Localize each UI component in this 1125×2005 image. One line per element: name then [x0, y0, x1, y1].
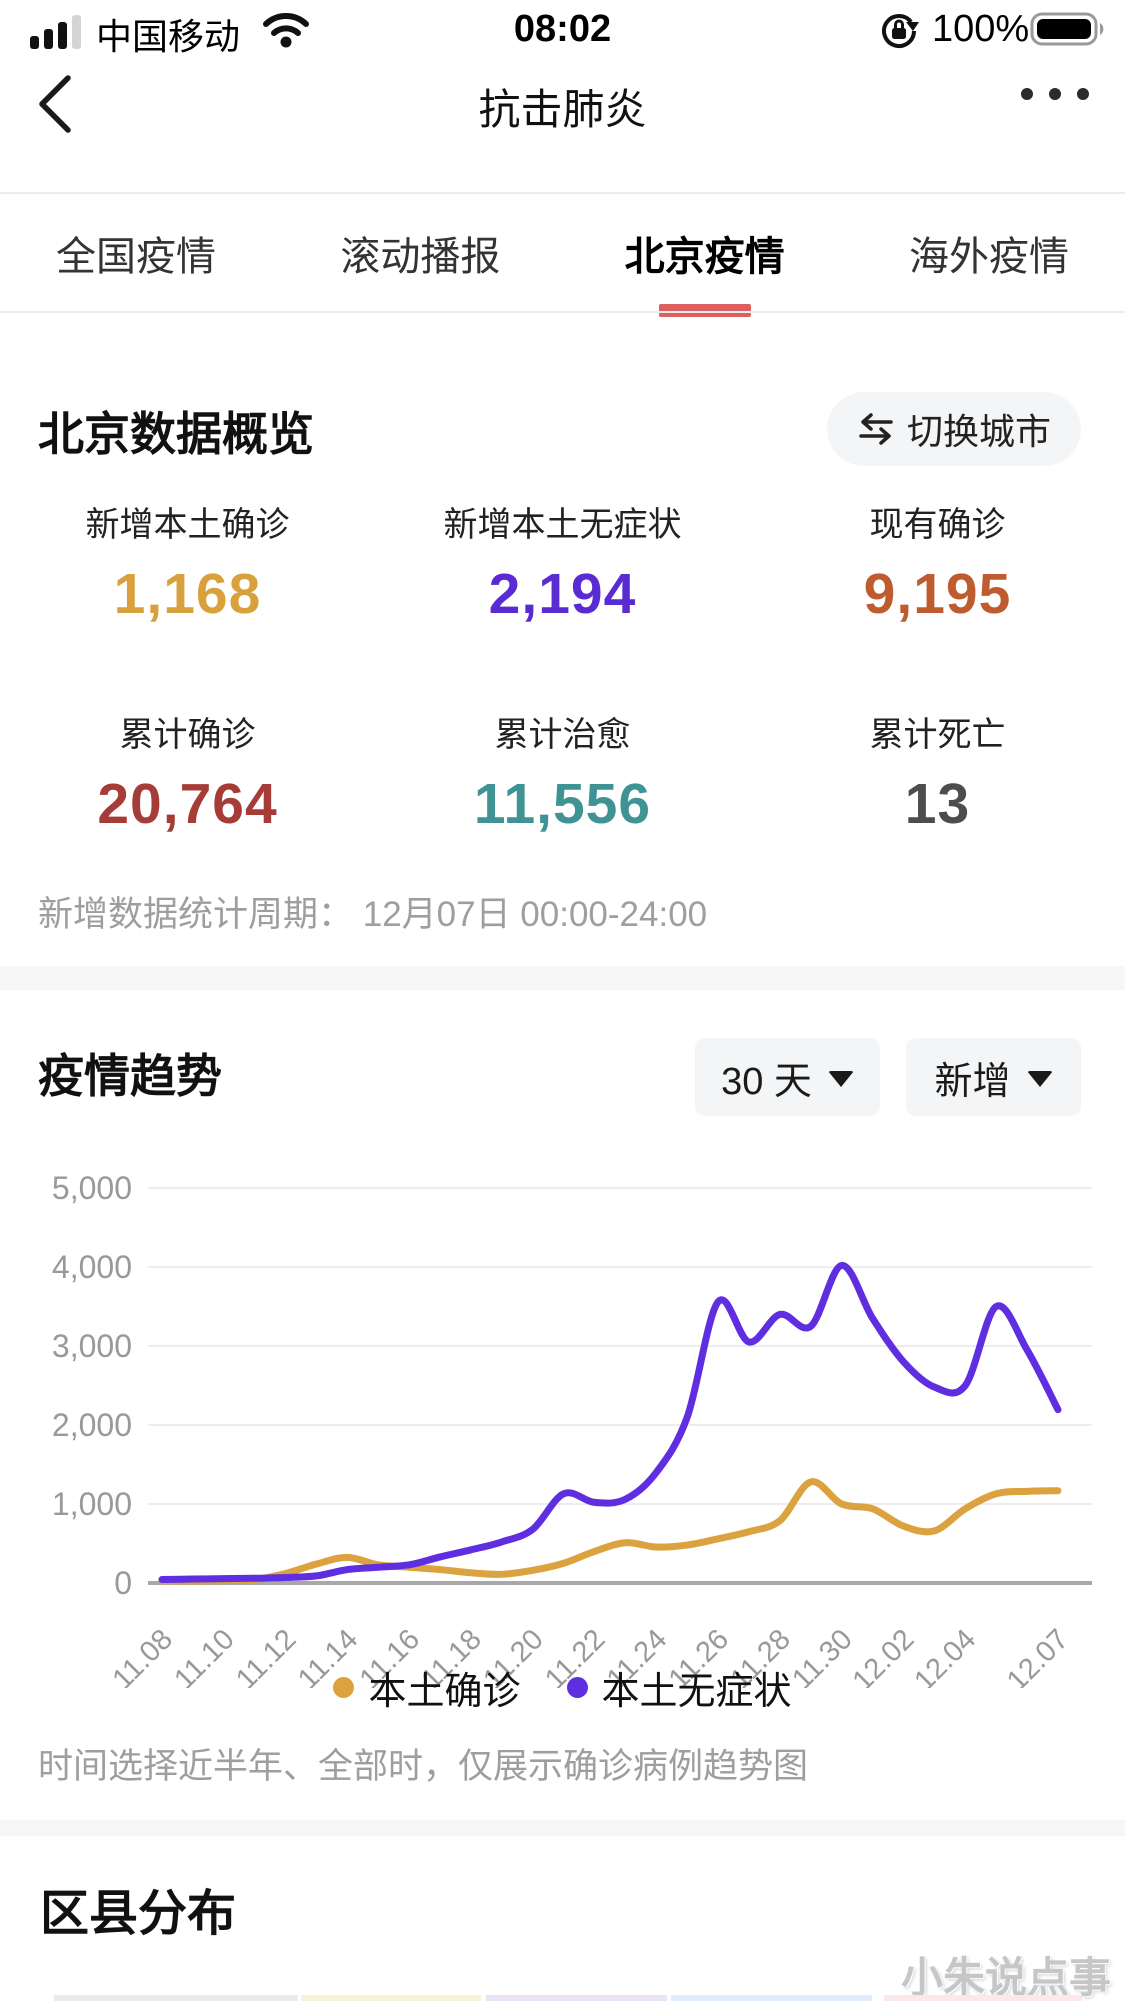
district-table-strip: [486, 1995, 667, 2001]
svg-text:5,000: 5,000: [52, 1170, 132, 1206]
stat-value: 9,195: [863, 562, 1012, 626]
trend-chart: 0 1,000 2,000 3,000 4,000 5,000 11.08 11.10 11.1…: [0, 1128, 1125, 1688]
trend-section-title: 疫情趋势: [38, 1050, 222, 1102]
stat-value: 1,168: [113, 562, 262, 626]
tab-beijing[interactable]: 北京疫情: [625, 196, 785, 310]
svg-text:1,000: 1,000: [52, 1486, 132, 1522]
stat-value: 2,194: [488, 562, 637, 626]
stat-value: 20,764: [97, 772, 278, 836]
divider: [0, 192, 1125, 194]
legend-dot-asymptomatic: [566, 1677, 588, 1698]
stat-label: 新增本土无症状: [443, 506, 682, 544]
legend-item-confirmed[interactable]: 本土确诊: [333, 1660, 521, 1715]
tab-national[interactable]: 全国疫情: [56, 235, 216, 279]
more-menu-button[interactable]: [1021, 88, 1089, 100]
tab-overseas[interactable]: 海外疫情: [908, 235, 1069, 279]
switch-city-button[interactable]: 切换城市: [826, 392, 1081, 466]
switch-city-label: 切换城市: [906, 411, 1051, 452]
stat-total-confirmed: 累计确诊 20,764: [0, 713, 375, 837]
section-divider: [0, 1820, 1125, 1836]
stat-total-cured: 累计治愈 11,556: [375, 713, 750, 837]
district-table-strip: [301, 1995, 481, 2001]
svg-text:0: 0: [114, 1565, 132, 1601]
signal-strength-icon: [30, 15, 81, 49]
nav-bar: 抗击肺炎: [0, 58, 1125, 150]
watermark: 小朱说点事: [900, 1954, 1111, 2001]
swap-arrows-icon: [859, 413, 893, 445]
district-table-strip: [54, 1995, 298, 2001]
svg-text:4,000: 4,000: [52, 1249, 132, 1285]
section-divider: [0, 966, 1125, 990]
stats-row-cumulative: 累计确诊 20,764 累计治愈 11,556 累计死亡 13: [0, 713, 1125, 837]
rotation-lock-icon: [882, 14, 919, 48]
stat-value: 11,556: [473, 772, 652, 836]
overview-section-title: 北京数据概览: [38, 408, 314, 460]
carrier-label: 中国移动: [96, 16, 241, 57]
stat-current-confirmed: 现有确诊 9,195: [750, 503, 1125, 627]
stat-new-local-asymptomatic: 新增本土无症状 2,194: [375, 503, 750, 627]
legend-item-asymptomatic[interactable]: 本土无症状: [566, 1660, 792, 1715]
trend-note: 时间选择近半年、全部时，仅展示确诊病例趋势图: [38, 1747, 809, 1786]
stat-label: 累计死亡: [869, 716, 1006, 754]
page-title: 抗击肺炎: [478, 86, 647, 133]
wifi-icon: [263, 13, 309, 48]
legend-label-asymptomatic: 本土无症状: [601, 1671, 792, 1713]
chart-legend: 本土确诊 本土无症状: [0, 1660, 1125, 1715]
stat-total-deaths: 累计死亡 13: [750, 713, 1125, 837]
stat-label: 累计确诊: [119, 716, 256, 754]
period-note: 新增数据统计周期： 12月07日 00:00-24:00: [38, 895, 708, 934]
district-table-strip: [884, 1995, 1082, 2001]
chevron-down-icon: [827, 1071, 854, 1087]
chevron-down-icon: [1026, 1071, 1053, 1087]
battery-percent-label: 100%: [932, 8, 1030, 50]
trend-chart-svg: 01,0002,0003,0004,0005,00011.0811.1011.1…: [52, 1170, 1092, 1688]
tab-bar: 全国疫情 滚动播报 北京疫情 海外疫情: [0, 196, 1125, 310]
status-time: 08:02: [513, 8, 612, 50]
stats-row-new: 新增本土确诊 1,168 新增本土无症状 2,194 现有确诊 9,195: [0, 503, 1125, 627]
battery-icon: [1030, 12, 1104, 46]
divider: [0, 311, 1125, 313]
tab-live-feed[interactable]: 滚动播报: [340, 235, 501, 279]
range-dropdown[interactable]: 30 天: [695, 1038, 880, 1116]
metric-dropdown-value: 新增: [934, 1060, 1011, 1103]
district-section-title: 区县分布: [40, 1887, 237, 1941]
range-dropdown-value: 30 天: [721, 1060, 812, 1103]
stat-label: 累计治愈: [494, 716, 631, 754]
stat-label: 新增本土确诊: [85, 506, 290, 544]
legend-dot-confirmed: [333, 1677, 355, 1698]
svg-text:2,000: 2,000: [52, 1407, 132, 1443]
stat-value: 13: [904, 772, 971, 836]
back-button[interactable]: [28, 70, 84, 138]
stat-label: 现有确诊: [869, 506, 1006, 544]
svg-text:3,000: 3,000: [52, 1328, 132, 1364]
status-bar: 中国移动 08:02 100%: [0, 0, 1125, 58]
stat-new-local-confirmed: 新增本土确诊 1,168: [0, 503, 375, 627]
district-table-strip: [671, 1995, 872, 2001]
metric-dropdown[interactable]: 新增: [906, 1038, 1081, 1116]
legend-label-confirmed: 本土确诊: [368, 1671, 521, 1713]
